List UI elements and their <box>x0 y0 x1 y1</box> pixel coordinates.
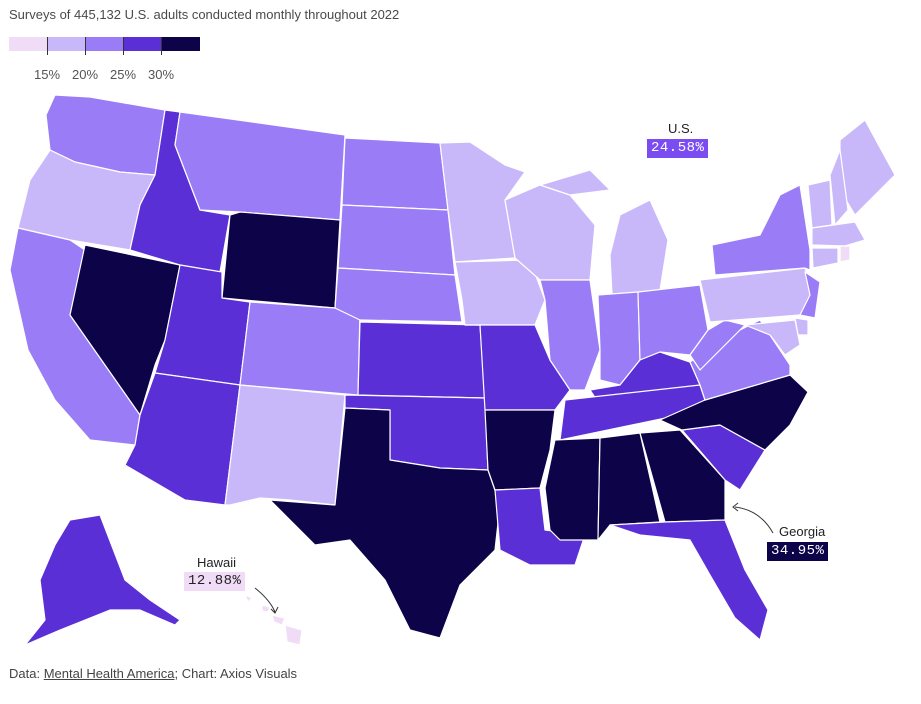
state-MA[interactable] <box>811 221 866 247</box>
georgia-callout-name: Georgia <box>779 524 826 539</box>
legend-tick <box>85 37 86 55</box>
legend-label: 30% <box>147 67 175 82</box>
legend-swatch-3 <box>85 37 124 51</box>
legend-swatch-2 <box>47 37 86 51</box>
chart-subtitle: Surveys of 445,132 U.S. adults conducted… <box>9 7 400 22</box>
state-NE[interactable] <box>334 267 463 323</box>
hawaii-arrow-icon <box>270 606 279 614</box>
state-KS[interactable] <box>357 321 486 399</box>
state-AR[interactable] <box>484 409 556 491</box>
legend-tick <box>161 37 162 55</box>
state-MS[interactable] <box>544 437 601 541</box>
footer-prefix: Data: <box>9 666 44 681</box>
state-TX[interactable] <box>269 407 501 639</box>
state-NJ[interactable] <box>799 271 821 319</box>
georgia-callout-value: 34.95% <box>767 542 829 561</box>
state-SD[interactable] <box>337 204 456 276</box>
state-PA[interactable] <box>699 267 816 323</box>
georgia-leader-line <box>734 506 774 534</box>
hawaii-leader-line <box>254 587 276 613</box>
state-VT[interactable] <box>807 179 833 229</box>
state-CT[interactable] <box>811 247 839 269</box>
state-LA[interactable] <box>494 487 586 566</box>
legend-swatch-5 <box>161 37 201 51</box>
state-NY[interactable] <box>711 184 811 276</box>
state-ND[interactable] <box>341 137 449 211</box>
state-AK[interactable] <box>24 514 181 646</box>
state-HI[interactable] <box>244 594 303 646</box>
legend-label: 15% <box>33 67 61 82</box>
state-NH[interactable] <box>829 149 849 226</box>
us-callout-value: 24.58% <box>647 139 709 158</box>
state-GA[interactable] <box>639 429 726 523</box>
legend-tick <box>123 37 124 55</box>
hawaii-callout-name: Hawaii <box>197 555 237 570</box>
chart-footer: Data: Mental Health America; Chart: Axio… <box>9 666 297 681</box>
legend-swatch-4 <box>123 37 162 51</box>
state-CO[interactable] <box>239 301 361 396</box>
state-MO[interactable] <box>464 324 571 411</box>
legend-color-bar <box>9 37 201 51</box>
hawaii-callout-value: 12.88% <box>184 572 246 591</box>
legend-label: 20% <box>71 67 99 82</box>
state-NM[interactable] <box>224 384 346 506</box>
state-FL[interactable] <box>609 519 769 641</box>
georgia-arrow-icon <box>732 502 739 512</box>
state-ME[interactable] <box>839 119 896 216</box>
legend-label: 25% <box>109 67 137 82</box>
us-callout-name: U.S. <box>668 121 694 136</box>
state-MD[interactable] <box>744 319 801 356</box>
state-WY[interactable] <box>221 211 341 309</box>
state-IL[interactable] <box>539 279 601 391</box>
source-link[interactable]: Mental Health America <box>43 666 175 681</box>
state-MT[interactable] <box>174 111 346 221</box>
legend-tick <box>47 37 48 55</box>
legend-swatch-1 <box>9 37 48 51</box>
footer-suffix: ; Chart: Axios Visuals <box>174 666 298 681</box>
state-RI[interactable] <box>839 245 851 263</box>
color-legend: 15% 20% 25% 30% <box>9 37 201 82</box>
